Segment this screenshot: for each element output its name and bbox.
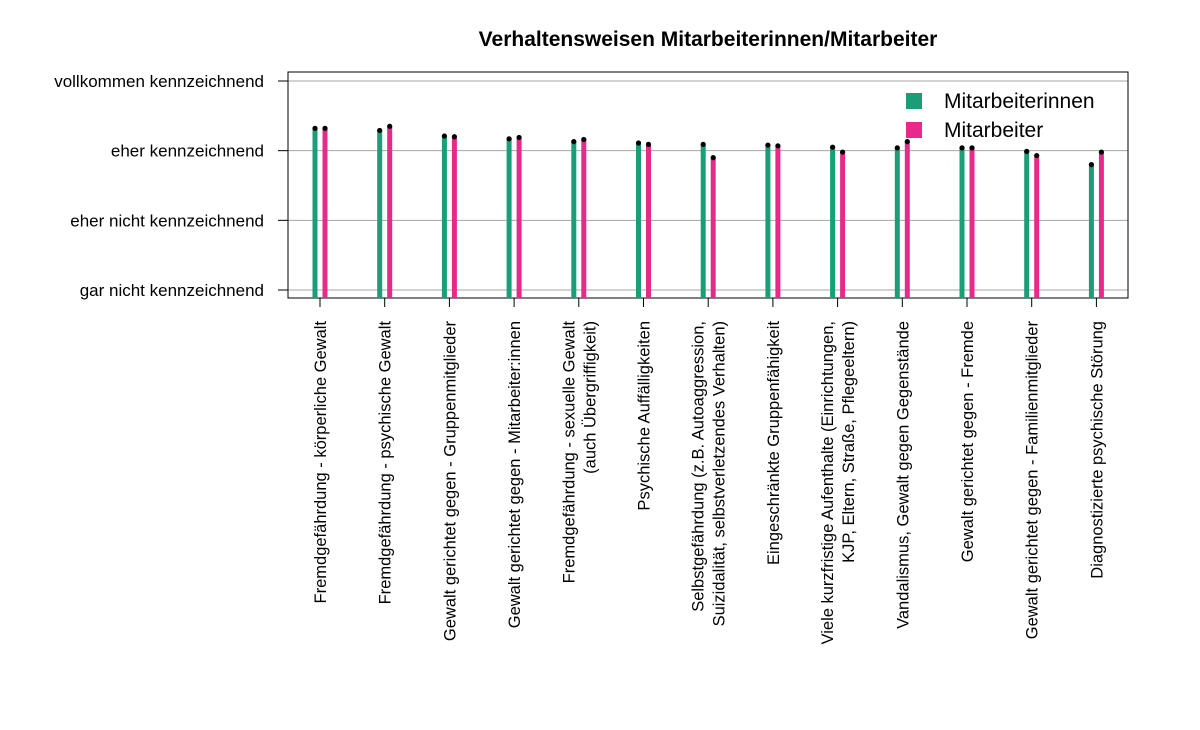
bar-point <box>710 155 716 161</box>
bar <box>636 143 641 298</box>
bar <box>840 152 846 298</box>
bar-point <box>700 141 706 147</box>
x-axis: Fremdgefährdung - körperliche Gewalt Frem… <box>312 298 1106 644</box>
x-tick-label: Eingeschränkte Gruppenfähigkeit <box>765 321 783 565</box>
x-tick-label: Fremdgefährdung - körperliche Gewalt <box>312 321 330 604</box>
x-tick-label: Fremdgefährdung - psychische Gewalt <box>377 321 395 605</box>
bar <box>830 147 836 298</box>
x-tick-label: Vandalismus, Gewalt gegen Gegenstände <box>894 321 912 629</box>
bar-point <box>312 125 318 131</box>
x-tick-label: KJP, Eltern, Straße, Pflegeeltern) <box>840 321 858 563</box>
bar <box>700 144 706 298</box>
x-tick-label: Gewalt gerichtet gegen - Fremde <box>959 321 977 562</box>
bar-point <box>322 125 328 131</box>
bar <box>775 145 781 298</box>
bar-point <box>451 134 457 140</box>
bar-point <box>904 139 910 145</box>
legend-label: Mitarbeiterinnen <box>944 90 1095 113</box>
bar <box>959 147 965 298</box>
x-tick-label: Fremdgefährdung - sexuelle Gewalt <box>560 321 578 584</box>
bar <box>765 145 771 298</box>
bars <box>312 123 1104 299</box>
bar <box>387 126 393 299</box>
bar <box>451 136 457 298</box>
y-tick-label: gar nicht kennzeichnend <box>80 281 264 300</box>
bar <box>506 138 512 298</box>
bar-point <box>441 133 447 139</box>
y-axis: gar nicht kennzeichnend eher nicht kennze… <box>54 72 288 300</box>
legend: Mitarbeiterinnen Mitarbeiter <box>906 90 1095 142</box>
bar-point <box>377 127 383 134</box>
bar-point <box>840 149 846 155</box>
y-tick-label: vollkommen kennzeichnend <box>54 72 264 91</box>
bar-point <box>387 123 393 129</box>
x-tick-label: Diagnostizierte psychische Störung <box>1088 321 1106 579</box>
bar <box>1088 164 1094 298</box>
bar <box>516 137 522 298</box>
bar <box>1024 151 1030 298</box>
bar <box>1034 155 1040 298</box>
x-tick-label: (auch Übergriffigkeit) <box>581 321 599 474</box>
legend-swatch <box>906 122 922 138</box>
legend-swatch <box>906 93 922 109</box>
bar-point <box>775 143 781 149</box>
x-tick-label: Viele kurzfristige Aufenthalte (Einricht… <box>819 321 837 644</box>
bar-point <box>635 140 642 146</box>
bar-point <box>969 145 975 151</box>
bar <box>894 147 900 298</box>
bar <box>581 139 587 298</box>
bar-point <box>571 139 577 145</box>
bar <box>710 157 716 298</box>
bar <box>312 128 318 298</box>
x-tick-label: Selbstgefährdung (z.B. Autoaggression, <box>690 321 708 612</box>
chart-title: Verhaltensweisen Mitarbeiterinnen/Mitarb… <box>479 28 938 51</box>
bar-point <box>506 136 512 142</box>
bar-point <box>765 142 771 148</box>
bar-point <box>894 145 900 151</box>
bar-point <box>645 141 652 147</box>
bar <box>646 144 651 298</box>
x-tick-label: Gewalt gerichtet gegen - Familienmitglie… <box>1024 320 1042 639</box>
bar <box>322 128 328 298</box>
y-tick-label: eher kennzeichnend <box>111 142 264 161</box>
bar <box>441 136 447 298</box>
bar-point <box>1088 162 1094 168</box>
x-tick-label: Gewalt gerichtet gegen - Mitarbeiter:inn… <box>506 321 524 628</box>
y-tick-label: eher nicht kennzeichnend <box>70 211 264 230</box>
bar-point <box>516 134 522 141</box>
bar <box>969 147 975 298</box>
bar <box>377 130 383 298</box>
bar-point <box>959 145 965 151</box>
legend-label: Mitarbeiter <box>944 119 1043 142</box>
bar-point <box>1098 149 1104 155</box>
bar-point <box>581 136 587 143</box>
bar-point <box>1024 148 1030 154</box>
bar <box>1098 152 1104 298</box>
bar <box>571 141 577 298</box>
x-tick-label: Suizidalität, selbstverletzendes Verhalt… <box>711 321 729 626</box>
bar-point <box>830 144 836 150</box>
bar-point <box>1034 152 1040 159</box>
bar <box>904 141 910 298</box>
x-tick-label: Psychische Auffälligkeiten <box>636 321 654 511</box>
gridlines <box>288 80 1128 291</box>
x-tick-label: Gewalt gerichtet gegen - Gruppenmitglied… <box>441 320 459 641</box>
